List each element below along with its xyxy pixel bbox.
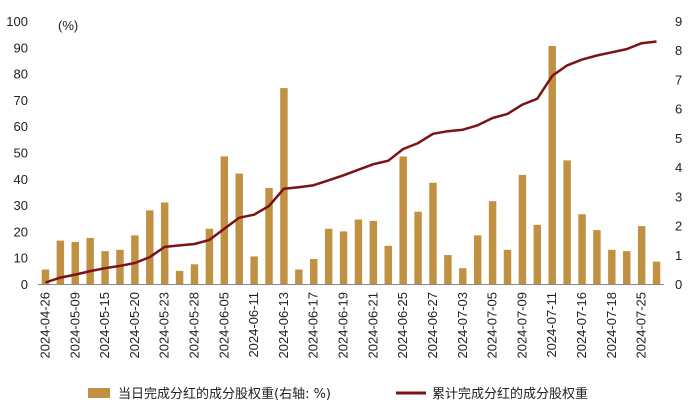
right-axis: 0 1 2 3 4 5 6 7 8 9 — [675, 14, 682, 292]
left-axis: 0 10 20 30 40 50 60 70 80 90 100 — [6, 14, 28, 292]
left-tick-label: 50 — [14, 146, 28, 161]
bar — [608, 249, 616, 284]
x-tick-label: 2024-06-25 — [395, 292, 410, 359]
x-axis: 2024-04-26 2024-05-09 2024-05-15 2024-05-20… — [37, 284, 664, 359]
x-tick-label: 2024-05-20 — [127, 292, 142, 359]
left-tick-label: 60 — [14, 119, 28, 134]
left-tick-label: 90 — [14, 40, 28, 55]
x-tick-label: 2024-05-09 — [67, 292, 82, 359]
left-tick-label: 10 — [14, 251, 28, 266]
x-tick-label: 2024-06-05 — [216, 292, 231, 359]
bar — [295, 269, 303, 284]
bar — [131, 235, 139, 284]
left-tick-label: 20 — [14, 224, 28, 239]
bar — [310, 259, 318, 284]
right-tick-label: 8 — [675, 43, 682, 58]
bar — [86, 237, 94, 284]
bar — [652, 261, 661, 284]
legend-bar-label: 当日完成分红的成分股权重(右轴: %) — [118, 386, 331, 402]
bar — [339, 231, 348, 284]
x-tick-label: 2024-07-25 — [634, 292, 649, 359]
cumulative-line — [45, 40, 657, 284]
x-tick-label: 2024-06-19 — [336, 292, 351, 359]
right-tick-label: 0 — [675, 277, 682, 292]
bar — [205, 228, 214, 284]
bar — [190, 264, 199, 284]
bar — [593, 230, 601, 284]
bar — [548, 45, 556, 284]
x-tick-label: 2024-07-16 — [574, 292, 589, 359]
line-series — [45, 40, 657, 284]
x-tick-label: 2024-06-17 — [306, 292, 321, 359]
bar — [503, 249, 512, 284]
right-tick-label: 4 — [675, 160, 682, 175]
left-tick-label: 0 — [21, 277, 28, 292]
bar — [354, 219, 363, 284]
x-tick-label: 2024-04-26 — [37, 292, 52, 359]
bar — [518, 174, 527, 284]
bar — [578, 214, 586, 284]
legend: 当日完成分红的成分股权重(右轴: %) 累计完成分红的成分股权重 — [88, 386, 588, 402]
right-tick-label: 9 — [675, 14, 682, 29]
right-tick-label: 5 — [675, 131, 682, 146]
bar — [473, 235, 482, 284]
right-tick-label: 3 — [675, 189, 682, 204]
x-tick-label: 2024-05-23 — [157, 292, 172, 359]
bar — [444, 255, 452, 284]
right-tick-label: 6 — [675, 102, 682, 117]
bar — [71, 241, 79, 284]
bar — [429, 182, 437, 284]
x-tick-label: 2024-07-11 — [544, 292, 559, 358]
bar — [369, 220, 378, 284]
x-tick-label: 2024-06-27 — [425, 292, 440, 359]
right-tick-label: 1 — [675, 248, 682, 263]
legend-bar-swatch — [88, 388, 110, 398]
bar — [280, 88, 288, 284]
left-tick-label: 70 — [14, 93, 28, 108]
left-tick-label: 100 — [6, 14, 28, 29]
x-tick-label: 2024-06-11 — [246, 292, 261, 358]
x-tick-label: 2024-06-13 — [276, 292, 291, 359]
right-tick-label: 7 — [675, 72, 682, 87]
bar — [384, 245, 392, 284]
bar — [459, 268, 467, 284]
x-tick-label: 2024-07-09 — [514, 292, 529, 359]
bar-series — [41, 45, 661, 284]
x-tick-label: 2024-07-03 — [455, 292, 470, 359]
left-tick-label: 80 — [14, 67, 28, 82]
bar — [265, 188, 273, 284]
bar — [56, 240, 65, 284]
bar — [533, 224, 542, 284]
bar — [399, 156, 407, 284]
x-tick-label: 2024-06-21 — [365, 292, 380, 359]
x-tick-label: 2024-05-15 — [97, 292, 112, 359]
right-tick-label: 2 — [675, 219, 682, 234]
bar — [414, 211, 422, 284]
bar — [220, 156, 229, 284]
bar — [250, 256, 258, 284]
bar — [488, 201, 497, 284]
left-tick-label: 40 — [14, 172, 28, 187]
x-tick-label: 2024-07-05 — [485, 292, 500, 359]
bar — [563, 160, 571, 284]
legend-line-label: 累计完成分红的成分股权重 — [432, 386, 588, 402]
bar — [623, 251, 631, 284]
x-tick-label: 2024-05-28 — [187, 292, 202, 359]
bar — [175, 270, 184, 284]
x-tick-label: 2024-07-18 — [604, 292, 619, 359]
bar — [637, 226, 646, 284]
bar — [235, 173, 243, 284]
bar — [160, 202, 169, 284]
bar — [146, 210, 154, 284]
bar — [324, 228, 333, 284]
left-tick-label: 30 — [14, 198, 28, 213]
bar — [41, 269, 50, 284]
unit-label: (%) — [58, 18, 78, 33]
